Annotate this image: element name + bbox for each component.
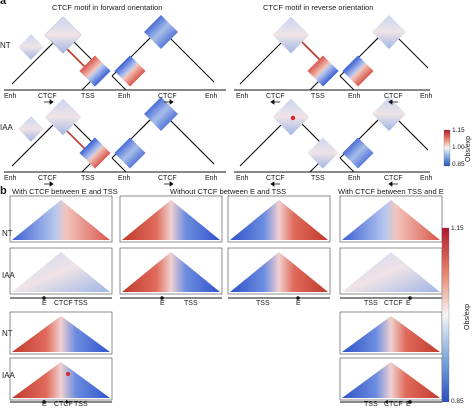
track-label: CTCF: [158, 93, 177, 100]
panel-a-letter: a: [0, 0, 7, 7]
schematic-reverse-nt: [234, 15, 430, 91]
colorbar-b-min: 0.85: [451, 398, 464, 405]
track-label: Enh: [4, 93, 17, 100]
colorbar-b-label: Obs/exp: [464, 303, 471, 330]
title-reverse: CTCF motif in reverse orientation: [263, 3, 374, 12]
schematic-forward-iaa: [4, 97, 226, 173]
row-label-iaa-a: IAA: [0, 123, 13, 132]
colorbar-b-max: 1.15: [451, 225, 464, 232]
title-without-ctcf: Without CTCF between E and TSS: [170, 187, 287, 196]
axis-label: E: [42, 300, 47, 307]
track-label: CTCF: [384, 175, 403, 182]
title-forward: CTCF motif in forward orientation: [52, 3, 163, 12]
heatmap-grid-bottom: [9, 311, 443, 404]
track-label: TSS: [81, 93, 95, 100]
axis-label: TSS: [364, 401, 378, 408]
axis-label: TSS: [184, 300, 198, 307]
track-label: Enh: [236, 93, 249, 100]
track-label: TSS: [81, 175, 95, 182]
panel-b-letter: b: [0, 185, 7, 197]
axis-label: E: [406, 300, 411, 307]
schematic-reverse-iaa: [234, 97, 430, 173]
axis-label: TSS: [364, 300, 378, 307]
axis-label: E: [296, 300, 301, 307]
track-label: Enh: [4, 175, 17, 182]
track-label: CTCF: [266, 175, 285, 182]
track-label: Enh: [348, 175, 361, 182]
colorbar-b: [441, 227, 450, 403]
axis-label: E: [406, 401, 411, 408]
track-label: CTCF: [266, 93, 285, 100]
track-label: Enh: [236, 175, 249, 182]
axis-label: TSS: [74, 401, 88, 408]
track-label: Enh: [118, 93, 131, 100]
title-with-ctcf-tss-e: With CTCF between TSS and E: [338, 187, 444, 196]
axis-label: TSS: [256, 300, 270, 307]
axis-label: CTCF: [54, 300, 73, 307]
track-label: CTCF: [158, 175, 177, 182]
row-label-nt-b2: NT: [2, 329, 13, 338]
axis-label: TSS: [74, 300, 88, 307]
axis-label: CTCF: [384, 300, 403, 307]
axis-label: CTCF: [384, 401, 403, 408]
ctcf-arrows-a: [44, 99, 398, 187]
track-label: CTCF: [38, 93, 57, 100]
colorbar-a-label: Obs/exp: [465, 135, 472, 162]
axis-label: E: [160, 300, 165, 307]
colorbar-a-min: 0.85: [452, 161, 465, 168]
colorbar-a-mid: 1.00: [452, 144, 465, 151]
track-label: Enh: [205, 93, 218, 100]
axis-label: CTCF: [54, 401, 73, 408]
row-label-iaa-b1: IAA: [2, 271, 15, 280]
track-label: Enh: [205, 175, 218, 182]
schematic-forward-nt: [4, 15, 226, 91]
colorbar-a-max: 1.15: [452, 127, 465, 134]
track-label: TSS: [311, 175, 325, 182]
row-label-iaa-b2: IAA: [2, 371, 15, 380]
track-label: Enh: [118, 175, 131, 182]
title-with-ctcf-e-tss: With CTCF between E and TSS: [12, 187, 118, 196]
track-label: Enh: [420, 175, 433, 182]
track-label: TSS: [311, 93, 325, 100]
row-label-nt-b1: NT: [2, 229, 13, 238]
track-label: CTCF: [38, 175, 57, 182]
colorbar-a: [443, 129, 451, 167]
track-label: Enh: [420, 93, 433, 100]
track-label: CTCF: [384, 93, 403, 100]
axis-label: E: [42, 401, 47, 408]
row-label-nt-a: NT: [0, 41, 11, 50]
heatmap-grid-top: [9, 195, 443, 300]
track-label: Enh: [348, 93, 361, 100]
